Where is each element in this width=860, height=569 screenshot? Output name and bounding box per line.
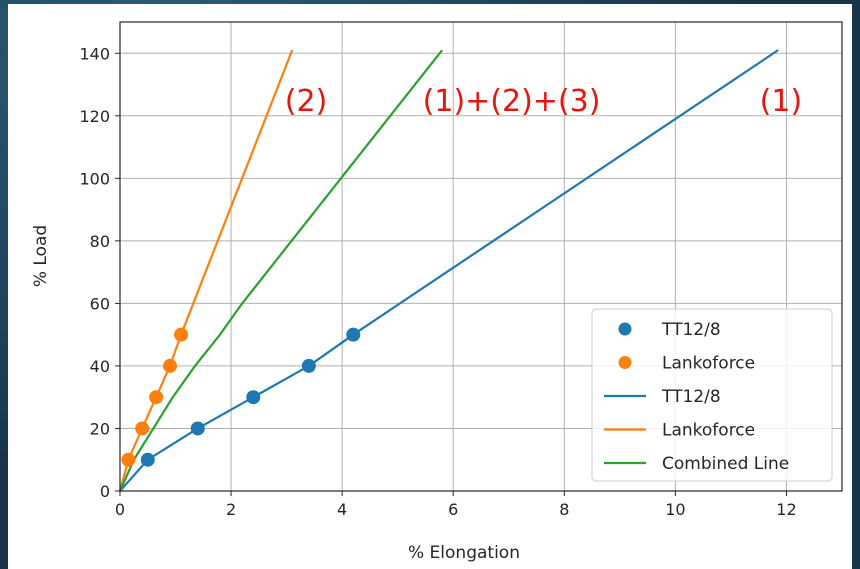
annotation-label: (2) (285, 84, 328, 119)
point-lankoforce (174, 327, 189, 342)
legend-frame (591, 308, 833, 482)
legend-marker (618, 322, 632, 336)
annotation-label: (1)+(2)+(3) (423, 84, 601, 119)
legend-marker (618, 356, 632, 369)
y-tick-label: 100 (79, 169, 110, 188)
series-layer (118, 49, 779, 492)
point-lankoforce (121, 452, 136, 467)
x-tick-label: 0 (115, 500, 125, 519)
y-tick-label: 140 (79, 44, 110, 63)
point-tt12-8 (346, 327, 361, 342)
point-lankoforce (135, 421, 150, 436)
plot-frame (119, 21, 843, 492)
legend-label: Lankoforce (662, 421, 755, 441)
x-axis-label: % Elongation (408, 543, 520, 563)
line-combined-line (118, 49, 443, 492)
legend-label: TT12/8 (661, 387, 721, 407)
x-tick-label: 2 (226, 500, 236, 519)
legend: TT12/8 Lankoforce TT12/8 Lankoforce Combined… (591, 308, 833, 482)
point-lankoforce (149, 390, 164, 405)
annotation-label: (1) (760, 84, 803, 119)
point-tt12-8 (246, 390, 261, 405)
y-axis-label: % Load (31, 225, 51, 287)
y-tick-label: 80 (90, 232, 110, 251)
point-tt12-8 (190, 421, 205, 436)
point-lankoforce (162, 358, 177, 373)
x-tick-label: 4 (337, 500, 347, 519)
legend-label: Combined Line (662, 454, 789, 474)
legend-label: Lankoforce (662, 354, 755, 374)
y-tick-label: 0 (100, 482, 110, 501)
point-tt12-8 (301, 358, 316, 373)
x-tick-label: 8 (559, 500, 569, 519)
x-tick-label: 6 (448, 500, 458, 519)
annotations: (2) (1)+(2)+(3) (1) (285, 84, 802, 119)
x-tick-label: 12 (776, 500, 796, 519)
y-tick-label: 120 (79, 107, 110, 126)
legend-label: TT12/8 (661, 320, 721, 340)
y-tick-label: 60 (90, 294, 110, 313)
x-tick-label: 10 (665, 500, 685, 519)
y-tick-label: 20 (90, 419, 110, 438)
y-tick-label: 40 (90, 357, 110, 376)
point-tt12-8 (140, 452, 155, 467)
